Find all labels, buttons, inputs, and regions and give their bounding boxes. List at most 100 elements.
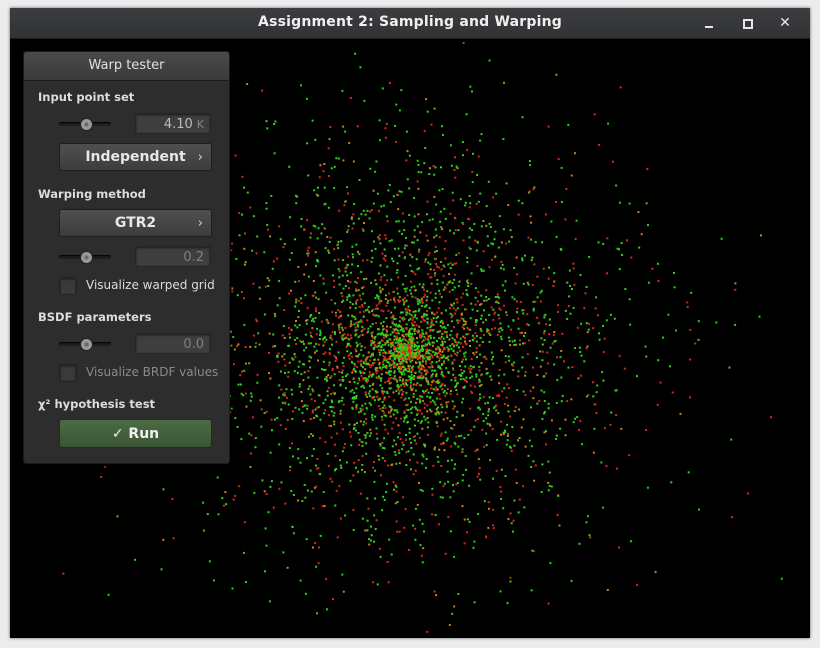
sample-point: [427, 383, 430, 386]
sample-point: [436, 340, 438, 343]
sample-point: [355, 407, 358, 410]
sample-point: [282, 551, 285, 554]
sample-point: [264, 527, 267, 530]
sample-point: [353, 396, 356, 399]
sample-point: [330, 167, 333, 170]
sample-point: [403, 526, 406, 529]
warp-parameter-field[interactable]: 0.2: [135, 246, 211, 267]
sample-point: [398, 343, 401, 346]
sample-point: [504, 361, 507, 364]
sample-point: [297, 457, 300, 460]
sample-point: [411, 295, 414, 298]
sample-point: [490, 351, 493, 354]
sample-point: [439, 337, 442, 340]
sample-point: [283, 392, 286, 395]
sample-point: [288, 165, 291, 168]
sample-point: [475, 249, 478, 252]
sample-point: [388, 538, 391, 541]
sample-point: [333, 259, 336, 262]
sample-point: [402, 316, 405, 319]
sample-point: [361, 468, 364, 471]
point-count-field[interactable]: 4.10 K: [135, 113, 211, 134]
sample-point: [564, 309, 567, 312]
sample-point: [358, 334, 361, 337]
sample-point: [464, 320, 467, 323]
sample-point: [513, 298, 516, 301]
sample-point: [480, 374, 482, 377]
sample-point: [308, 435, 311, 438]
run-button[interactable]: ✓ Run: [59, 419, 212, 448]
sample-point: [392, 352, 395, 355]
bsdf-parameter-slider[interactable]: [59, 338, 111, 351]
warping-method-dropdown[interactable]: GTR2 ›: [59, 209, 212, 237]
hypothesis-test-label: χ² hypothesis test: [38, 397, 156, 411]
warp-parameter-slider[interactable]: [59, 251, 111, 264]
sample-point: [468, 195, 471, 197]
sample-point: [405, 451, 408, 454]
sample-point: [385, 491, 388, 494]
sample-point: [354, 307, 357, 310]
sample-point: [384, 298, 387, 301]
sample-point: [384, 283, 387, 286]
sample-point: [418, 377, 421, 379]
sample-point: [437, 379, 440, 381]
visualize-grid-checkbox[interactable]: [59, 277, 77, 295]
sample-point: [435, 408, 438, 411]
sample-point: [405, 313, 408, 316]
sample-point: [621, 254, 624, 256]
sample-point: [341, 396, 344, 399]
sample-point: [314, 316, 317, 319]
sample-point: [419, 544, 422, 547]
sample-point: [256, 320, 258, 323]
sample-point: [339, 310, 342, 313]
sample-point: [397, 341, 400, 344]
sample-point: [405, 345, 408, 348]
sample-point: [397, 329, 400, 332]
sample-point: [246, 83, 249, 86]
maximize-icon[interactable]: [738, 14, 756, 32]
sample-point: [382, 354, 385, 357]
sample-point: [367, 327, 370, 330]
sample-point: [443, 389, 446, 392]
sample-point: [570, 288, 573, 290]
warp-parameter-slider-knob[interactable]: [80, 251, 94, 264]
sample-point: [319, 274, 322, 277]
sample-point: [492, 477, 494, 480]
sample-point: [553, 331, 556, 333]
sample-point: [433, 336, 436, 339]
bsdf-parameter-slider-knob[interactable]: [80, 338, 94, 351]
sample-point: [330, 410, 333, 413]
sample-point: [430, 384, 433, 387]
sample-point: [380, 377, 383, 380]
point-count-slider-knob[interactable]: [79, 118, 93, 131]
sample-point: [373, 337, 376, 340]
sample-point: [393, 362, 396, 365]
sample-point: [356, 366, 359, 368]
bsdf-parameter-field[interactable]: 0.0: [135, 333, 211, 354]
point-type-dropdown[interactable]: Independent ›: [59, 143, 212, 171]
visualize-brdf-checkbox[interactable]: [59, 364, 77, 382]
sample-point: [433, 448, 436, 451]
sample-point: [171, 497, 174, 500]
sample-point: [310, 433, 313, 436]
sample-point: [329, 336, 332, 339]
point-count-slider[interactable]: [59, 118, 111, 131]
sample-point: [507, 433, 509, 435]
sample-point: [370, 432, 372, 435]
sample-point: [322, 338, 324, 341]
sample-point: [476, 300, 479, 303]
sample-point: [278, 279, 281, 282]
sample-point: [447, 480, 450, 483]
close-icon[interactable]: ✕: [779, 15, 791, 31]
sample-point: [496, 293, 499, 296]
sample-point: [249, 465, 252, 468]
sample-point: [507, 325, 510, 328]
minimize-icon[interactable]: [700, 14, 718, 32]
sample-point: [172, 537, 175, 540]
sample-point: [503, 81, 505, 84]
sample-point: [451, 288, 454, 291]
sample-point: [465, 376, 468, 379]
sample-point: [314, 486, 316, 489]
sample-point: [434, 352, 437, 355]
sample-point: [439, 261, 442, 263]
